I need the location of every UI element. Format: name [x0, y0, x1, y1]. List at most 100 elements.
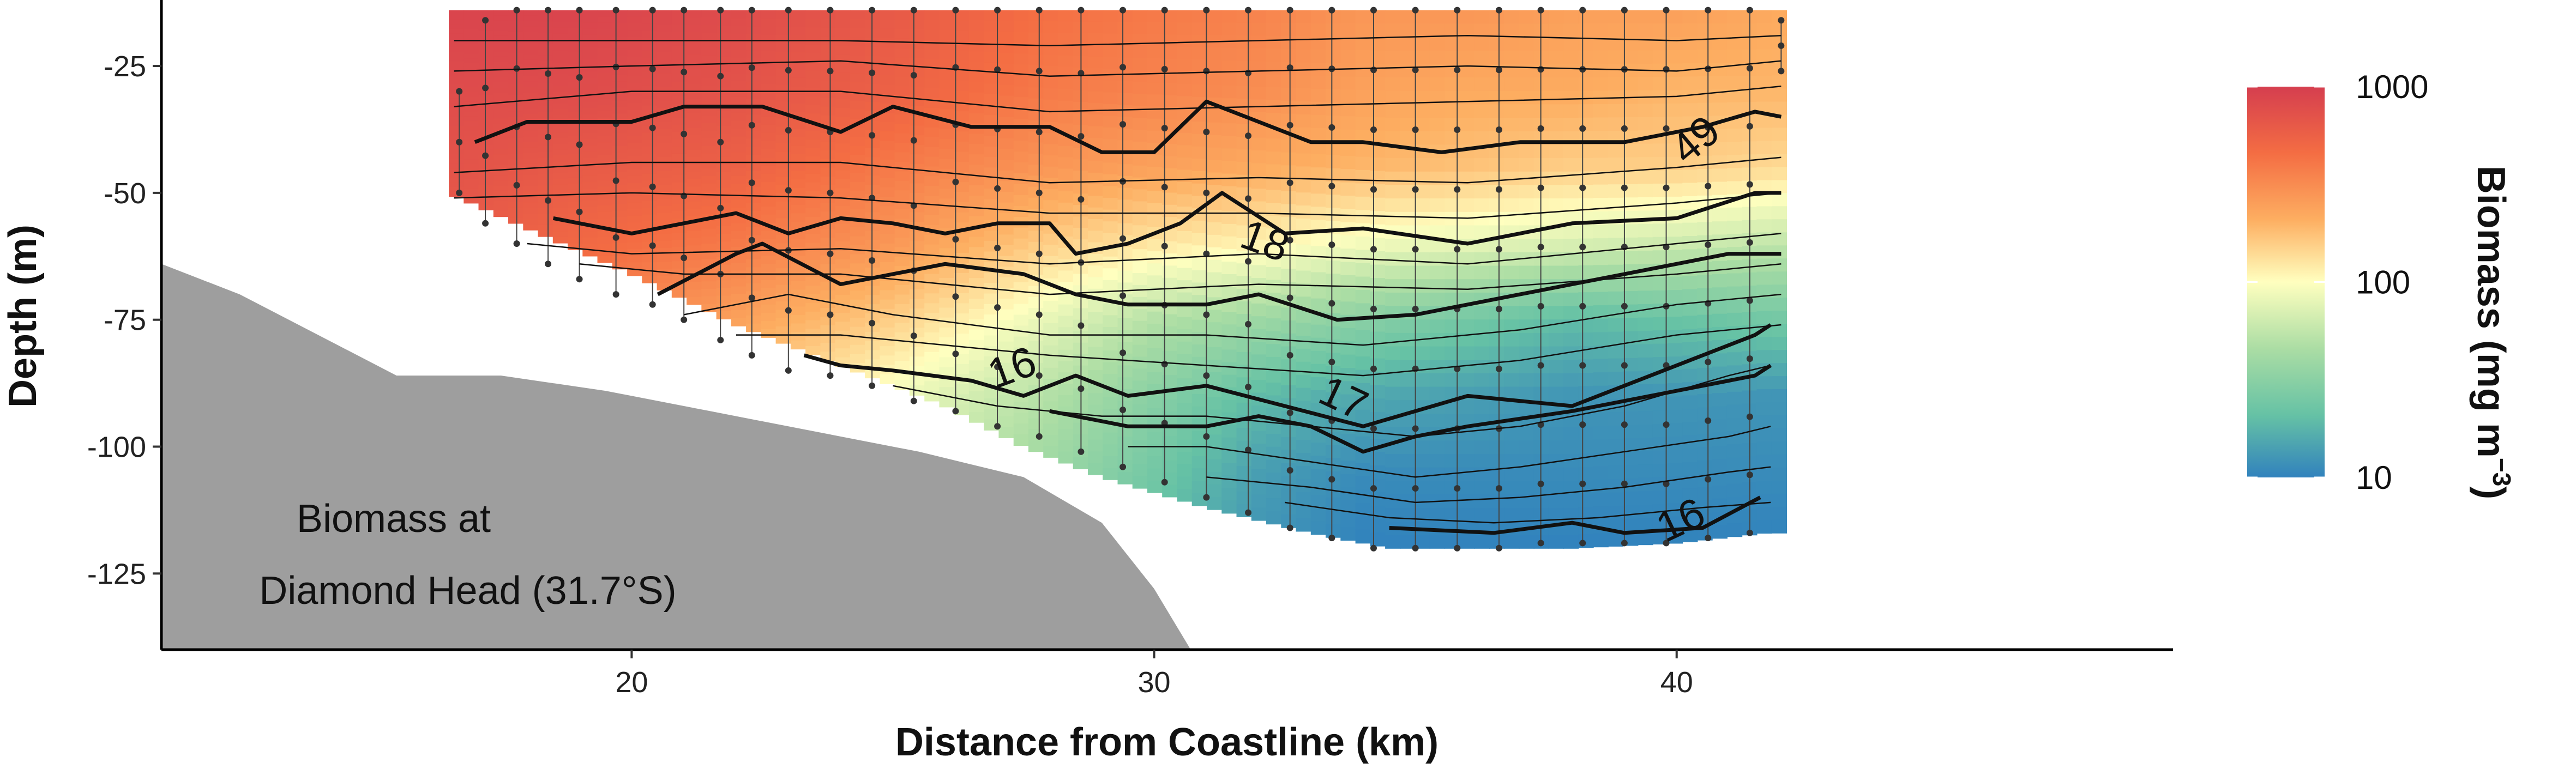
heatmap-cell [1533, 50, 1549, 65]
sample-point [1495, 246, 1502, 253]
heatmap-cell [701, 47, 717, 56]
heatmap-cell [1310, 272, 1327, 286]
heatmap-cell [1400, 319, 1416, 334]
heatmap-cell [1726, 352, 1743, 366]
heatmap-cell [1370, 211, 1386, 225]
heatmap-cell [1474, 158, 1490, 172]
heatmap-cell [1296, 323, 1311, 336]
heatmap-cell [1771, 454, 1787, 468]
heatmap-cell [1340, 142, 1356, 156]
heatmap-cell [687, 120, 702, 129]
sample-point [1328, 241, 1335, 249]
heatmap-cell [1474, 77, 1490, 92]
heatmap-cell [746, 315, 762, 324]
heatmap-cell [1578, 77, 1594, 92]
heatmap-cell [775, 76, 791, 86]
heatmap-cell [1028, 87, 1044, 99]
heatmap-cell [1251, 239, 1267, 253]
heatmap-cell [1459, 185, 1475, 199]
sample-point [513, 240, 520, 247]
heatmap-cell [939, 89, 955, 100]
heatmap-cell [1474, 104, 1490, 119]
heatmap-cell [1459, 118, 1475, 132]
heatmap-cell [1726, 23, 1743, 37]
heatmap-cell [1697, 50, 1713, 64]
heatmap-cell [850, 182, 866, 192]
heatmap-cell [552, 225, 569, 232]
heatmap-cell [850, 55, 866, 65]
heatmap-cell [775, 168, 791, 178]
sample-point [869, 257, 876, 264]
sample-point [869, 319, 876, 326]
heatmap-cell [1712, 326, 1728, 341]
heatmap-cell [924, 176, 940, 187]
heatmap-cell [1756, 311, 1772, 325]
heatmap-cell [1638, 277, 1653, 292]
heatmap-cell [1429, 131, 1446, 146]
heatmap-cell [880, 131, 895, 142]
heatmap-cell [998, 416, 1014, 428]
heatmap-cell [478, 125, 494, 131]
heatmap-cell [1296, 166, 1311, 180]
heatmap-cell [701, 274, 717, 282]
heatmap-cell [835, 259, 851, 269]
heatmap-cell [701, 33, 717, 41]
heatmap-cell [850, 46, 866, 56]
sample-point [1328, 183, 1335, 190]
heatmap-cell [538, 225, 553, 232]
heatmap-cell [1236, 22, 1252, 37]
sample-point [1078, 385, 1085, 392]
heatmap-cell [1623, 318, 1639, 332]
heatmap-cell [478, 114, 494, 121]
heatmap-cell [1608, 50, 1624, 64]
sample-point [1036, 372, 1043, 379]
heatmap-cell [1638, 184, 1653, 198]
heatmap-cell [1162, 485, 1178, 498]
heatmap-cell [1415, 50, 1430, 65]
heatmap-cell [761, 263, 777, 273]
heatmap-cell [642, 221, 658, 229]
heatmap-cell [865, 166, 881, 177]
y-tick-label: -25 [104, 50, 146, 83]
heatmap-cell [1400, 171, 1416, 186]
heatmap-cell [449, 75, 465, 81]
heatmap-cell [984, 199, 1000, 210]
heatmap-cell [1623, 344, 1639, 359]
heatmap-cell [880, 318, 895, 328]
sample-point [649, 7, 656, 14]
heatmap-cell [1415, 252, 1430, 267]
heatmap-cell [1162, 192, 1178, 205]
heatmap-cell [1667, 170, 1683, 184]
heatmap-cell [731, 152, 747, 161]
heatmap-cell [865, 267, 881, 277]
heatmap-cell [508, 74, 524, 80]
x-tick-label: 20 [615, 666, 648, 699]
heatmap-cell [1533, 373, 1549, 388]
heatmap-cell [1682, 262, 1698, 277]
heatmap-cell [1504, 306, 1520, 320]
heatmap-cell [582, 151, 598, 159]
sample-point [1078, 322, 1085, 329]
sample-point [1579, 540, 1586, 547]
heatmap-cell [1117, 152, 1133, 165]
heatmap-cell [731, 120, 747, 129]
heatmap-cell [1726, 234, 1743, 248]
heatmap-cell [478, 90, 494, 96]
heatmap-cell [1682, 342, 1698, 356]
heatmap-cell [1682, 156, 1698, 171]
sample-point [1161, 125, 1168, 132]
heatmap-cell [1533, 454, 1549, 468]
heatmap-cell [1519, 373, 1534, 388]
heatmap-cell [1028, 396, 1044, 408]
heatmap-cell [761, 75, 777, 84]
heatmap-cell [523, 59, 539, 66]
heatmap-cell [746, 227, 762, 236]
heatmap-cell [1504, 454, 1520, 468]
heatmap-cell [1221, 123, 1237, 137]
heatmap-cell [761, 181, 777, 191]
sample-point [1370, 186, 1377, 193]
heatmap-cell [1415, 171, 1430, 186]
heatmap-cell [1296, 62, 1311, 76]
heatmap-cell [1132, 249, 1148, 262]
heatmap-cell [1652, 277, 1668, 291]
